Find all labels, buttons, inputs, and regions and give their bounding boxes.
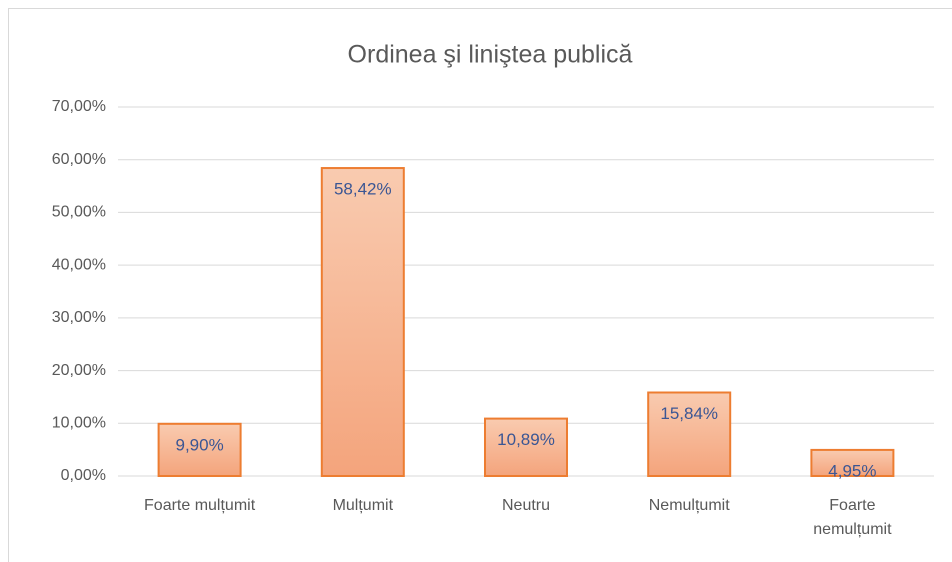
y-tick-label: 20,00% xyxy=(52,362,106,379)
y-tick-label: 60,00% xyxy=(52,151,106,168)
bar xyxy=(157,422,242,478)
y-tick-label: 50,00% xyxy=(52,204,106,221)
chart-title: Ordinea şi liniştea publică xyxy=(348,41,633,69)
x-tick-label: Mulțumit xyxy=(332,497,394,514)
x-tick-label: Foarte mulțumit xyxy=(144,497,256,514)
data-label: 9,90% xyxy=(175,435,223,454)
data-label: 4,95% xyxy=(828,461,876,480)
y-tick-label: 40,00% xyxy=(52,256,106,273)
x-tick-label: Nemulțumit xyxy=(648,497,730,514)
data-label: 58,42% xyxy=(334,180,392,199)
data-label: 10,89% xyxy=(497,430,555,449)
y-tick-label: 30,00% xyxy=(52,309,106,326)
bar xyxy=(810,448,895,478)
bar xyxy=(647,391,732,478)
chart-border xyxy=(8,8,952,562)
y-tick-label: 0,00% xyxy=(61,467,106,484)
bar xyxy=(484,417,568,478)
y-tick-label: 10,00% xyxy=(52,415,106,432)
x-tick-label: Foarte nemulțumit xyxy=(813,497,892,538)
x-tick-label: Neutru xyxy=(501,497,551,514)
bar xyxy=(320,167,405,477)
y-tick-label: 70,00% xyxy=(52,98,106,115)
data-label: 15,84% xyxy=(660,404,718,423)
